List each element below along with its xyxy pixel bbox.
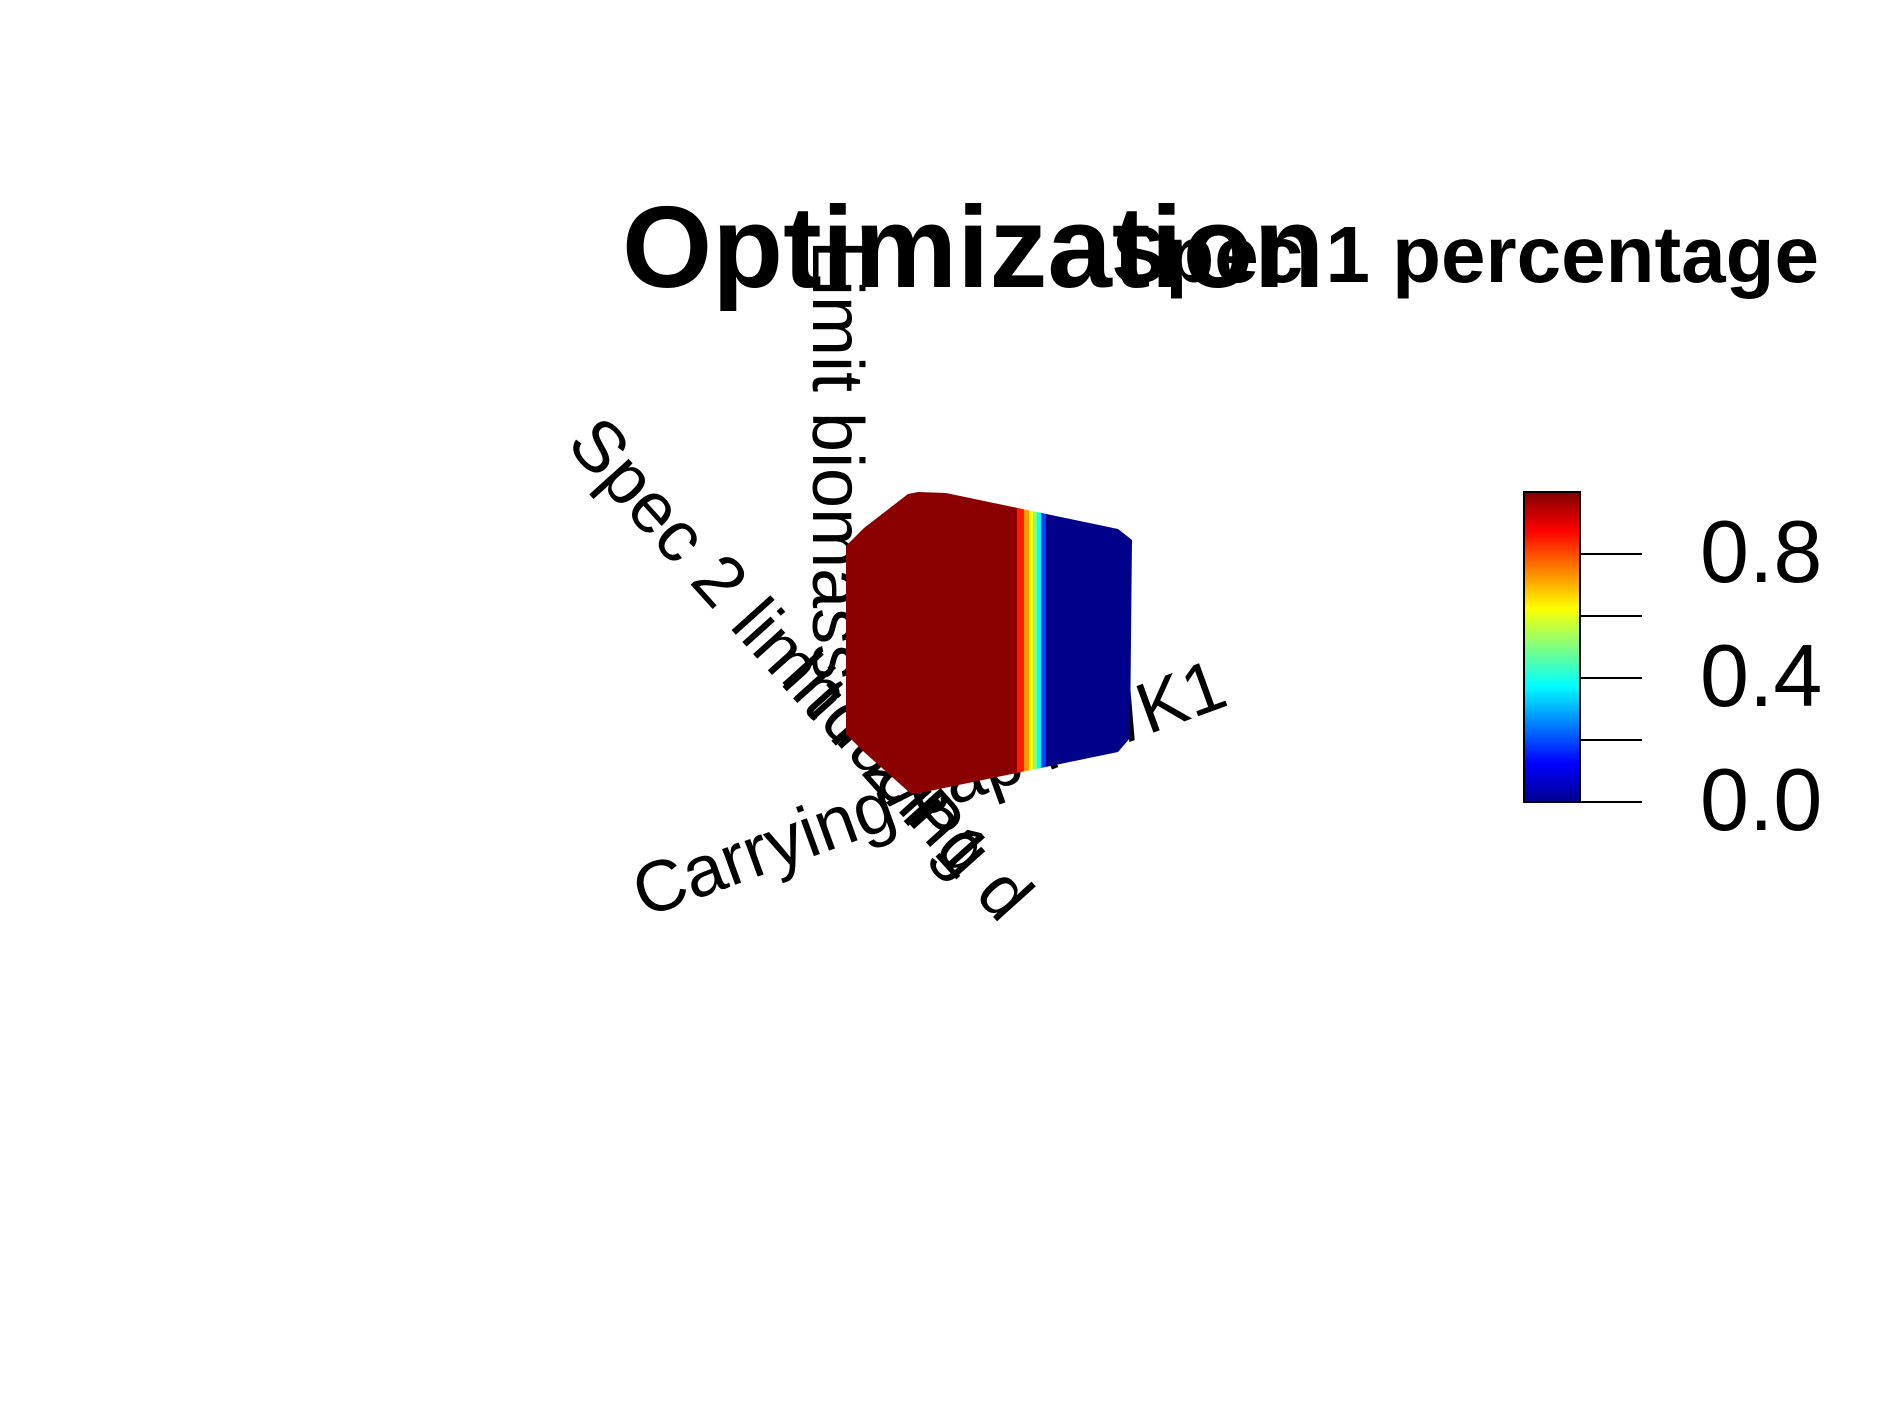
colorbar-gradient (1523, 491, 1581, 803)
colorbar-labels: 0.0 0.4 0.8 (1700, 502, 1822, 849)
surface-band-blue (1041, 492, 1046, 793)
surface-band-cyan (1037, 492, 1041, 793)
surface-band-green (1033, 492, 1037, 793)
colorbar-tick-label: 0.4 (1700, 626, 1822, 725)
colorbar-tick-label: 0.0 (1700, 750, 1822, 849)
surface-region-high (846, 492, 1020, 793)
surface-band-yellow (1029, 492, 1033, 793)
chart-title: Optimization (622, 182, 1324, 312)
heatmap-surface (846, 492, 1132, 793)
colorbar-tick-label: 0.8 (1700, 502, 1822, 601)
surface-band-orange (1024, 492, 1029, 793)
colorbar: 0.0 0.4 0.8 (1523, 491, 1822, 849)
chart-subtitle: Spec 1 percentage (1112, 210, 1819, 299)
colorbar-ticks (1580, 553, 1642, 803)
surface-region-low (1046, 492, 1132, 793)
surface-band-red (1017, 492, 1024, 793)
